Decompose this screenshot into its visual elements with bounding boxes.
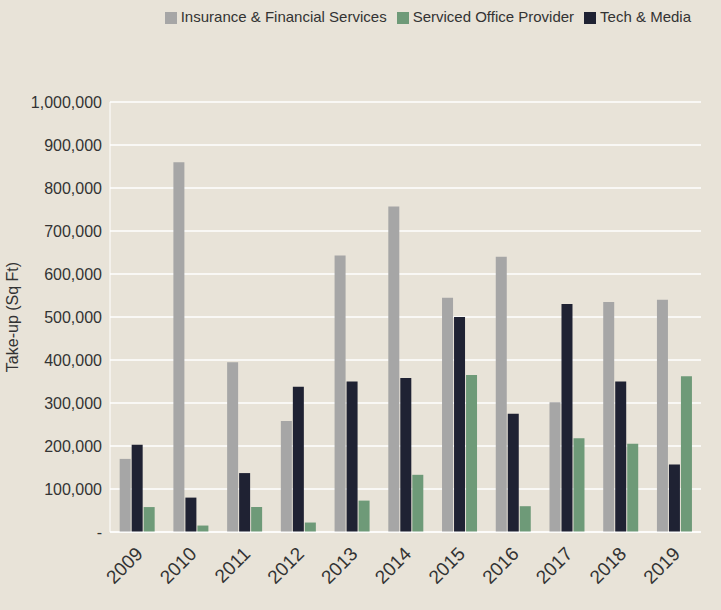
svg-text:900,000: 900,000	[44, 137, 102, 154]
svg-text:200,000: 200,000	[44, 438, 102, 455]
svg-text:2013: 2013	[317, 543, 362, 588]
svg-text:2016: 2016	[478, 543, 523, 588]
svg-text:2014: 2014	[371, 543, 416, 588]
svg-text:2018: 2018	[586, 543, 631, 588]
svg-text:1,000,000: 1,000,000	[31, 94, 102, 111]
svg-text:2019: 2019	[639, 543, 684, 588]
svg-text:500,000: 500,000	[44, 309, 102, 326]
svg-text:300,000: 300,000	[44, 395, 102, 412]
svg-text:800,000: 800,000	[44, 180, 102, 197]
svg-text:2011: 2011	[210, 543, 254, 587]
svg-text:100,000: 100,000	[44, 481, 102, 498]
svg-text:2017: 2017	[532, 543, 577, 588]
svg-text:-: -	[97, 524, 102, 541]
svg-text:700,000: 700,000	[44, 223, 102, 240]
html-text:Serviced Office Provider: Serviced Office Provider	[412, 8, 575, 25]
svg-text:2015: 2015	[424, 543, 469, 588]
html-text:Tech & Media: Tech & Media	[600, 8, 691, 25]
svg-text:2010: 2010	[156, 543, 201, 588]
svg-text:400,000: 400,000	[44, 352, 102, 369]
html-text:Insurance & Financial Services: Insurance & Financial Services	[180, 8, 387, 25]
svg-text:2009: 2009	[102, 543, 147, 588]
svg-text:2012: 2012	[263, 543, 308, 588]
svg-text:Take-up (Sq Ft): Take-up (Sq Ft)	[8, 262, 21, 372]
svg-text:600,000: 600,000	[44, 266, 102, 283]
